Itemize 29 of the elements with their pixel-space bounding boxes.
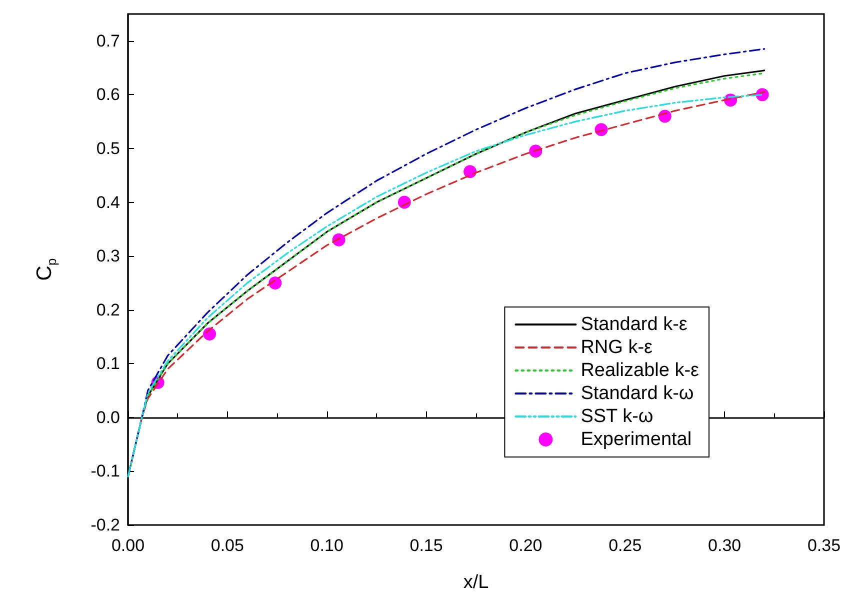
- legend-label: Realizable k-ε: [580, 360, 700, 381]
- x-tick-label: 0.35: [807, 536, 841, 555]
- y-axis-title: Cp: [33, 258, 59, 281]
- y-tick-label: 0.4: [96, 192, 120, 212]
- x-tick-label: 0.15: [410, 536, 443, 555]
- y-tick-label: 0.2: [96, 300, 120, 320]
- x-axis-title: x/L: [463, 572, 489, 593]
- x-tick-label: 0.20: [509, 536, 542, 555]
- point: [268, 276, 282, 290]
- y-tick-label: 0.1: [96, 354, 120, 374]
- x-tick-label: 0.00: [111, 536, 145, 555]
- x-tick-label: 0.25: [608, 536, 642, 555]
- y-tick-label: 0.6: [96, 85, 120, 104]
- y-tick-label: -0.2: [90, 516, 120, 534]
- x-tick-label: 0.10: [310, 536, 344, 555]
- y-tick-label: 0.5: [96, 138, 120, 158]
- y-tick-label: 0.0: [96, 408, 120, 427]
- y-tick-label: 0.7: [96, 31, 120, 50]
- y-tick-label: -0.1: [90, 462, 120, 481]
- legend-label: RNG k-ε: [580, 337, 654, 358]
- y-tick-label: 0.3: [96, 246, 120, 266]
- point: [464, 165, 477, 178]
- x-tick-label: 0.30: [708, 536, 742, 555]
- legend-label: Standard k-ε: [580, 314, 688, 335]
- x-tick-label: 0.05: [210, 536, 244, 555]
- legend-label: SST k-ω: [580, 406, 654, 427]
- legend-label: Experimental: [580, 429, 692, 450]
- legend-label: Standard k-ω: [580, 383, 694, 404]
- point: [203, 328, 216, 341]
